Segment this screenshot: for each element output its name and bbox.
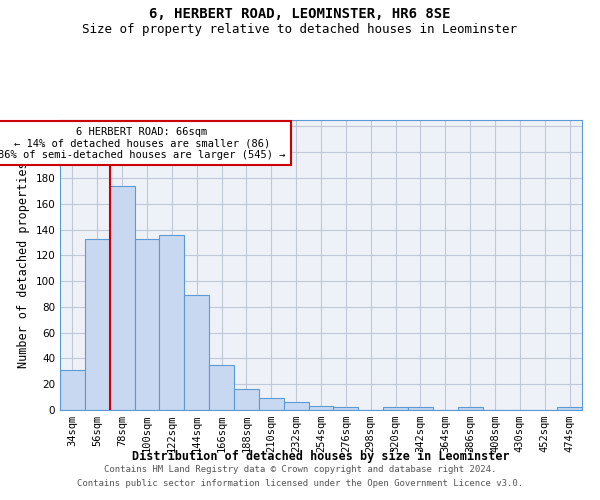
Text: Size of property relative to detached houses in Leominster: Size of property relative to detached ho… <box>83 22 517 36</box>
Bar <box>259 398 284 410</box>
Bar <box>408 408 433 410</box>
Bar <box>383 408 408 410</box>
Bar <box>234 390 259 410</box>
Bar <box>160 234 184 410</box>
Bar <box>184 296 209 410</box>
Bar <box>557 408 582 410</box>
Bar <box>334 408 358 410</box>
Bar <box>284 402 308 410</box>
Bar <box>110 186 134 410</box>
Bar <box>60 370 85 410</box>
Text: Contains HM Land Registry data © Crown copyright and database right 2024.
Contai: Contains HM Land Registry data © Crown c… <box>77 466 523 487</box>
Bar <box>85 238 110 410</box>
Bar <box>308 406 334 410</box>
Text: 6 HERBERT ROAD: 66sqm
← 14% of detached houses are smaller (86)
86% of semi-deta: 6 HERBERT ROAD: 66sqm ← 14% of detached … <box>0 126 286 160</box>
Bar <box>458 408 482 410</box>
Y-axis label: Number of detached properties: Number of detached properties <box>17 162 30 368</box>
Bar <box>209 365 234 410</box>
Text: 6, HERBERT ROAD, LEOMINSTER, HR6 8SE: 6, HERBERT ROAD, LEOMINSTER, HR6 8SE <box>149 8 451 22</box>
Text: Distribution of detached houses by size in Leominster: Distribution of detached houses by size … <box>132 450 510 463</box>
Bar <box>134 238 160 410</box>
